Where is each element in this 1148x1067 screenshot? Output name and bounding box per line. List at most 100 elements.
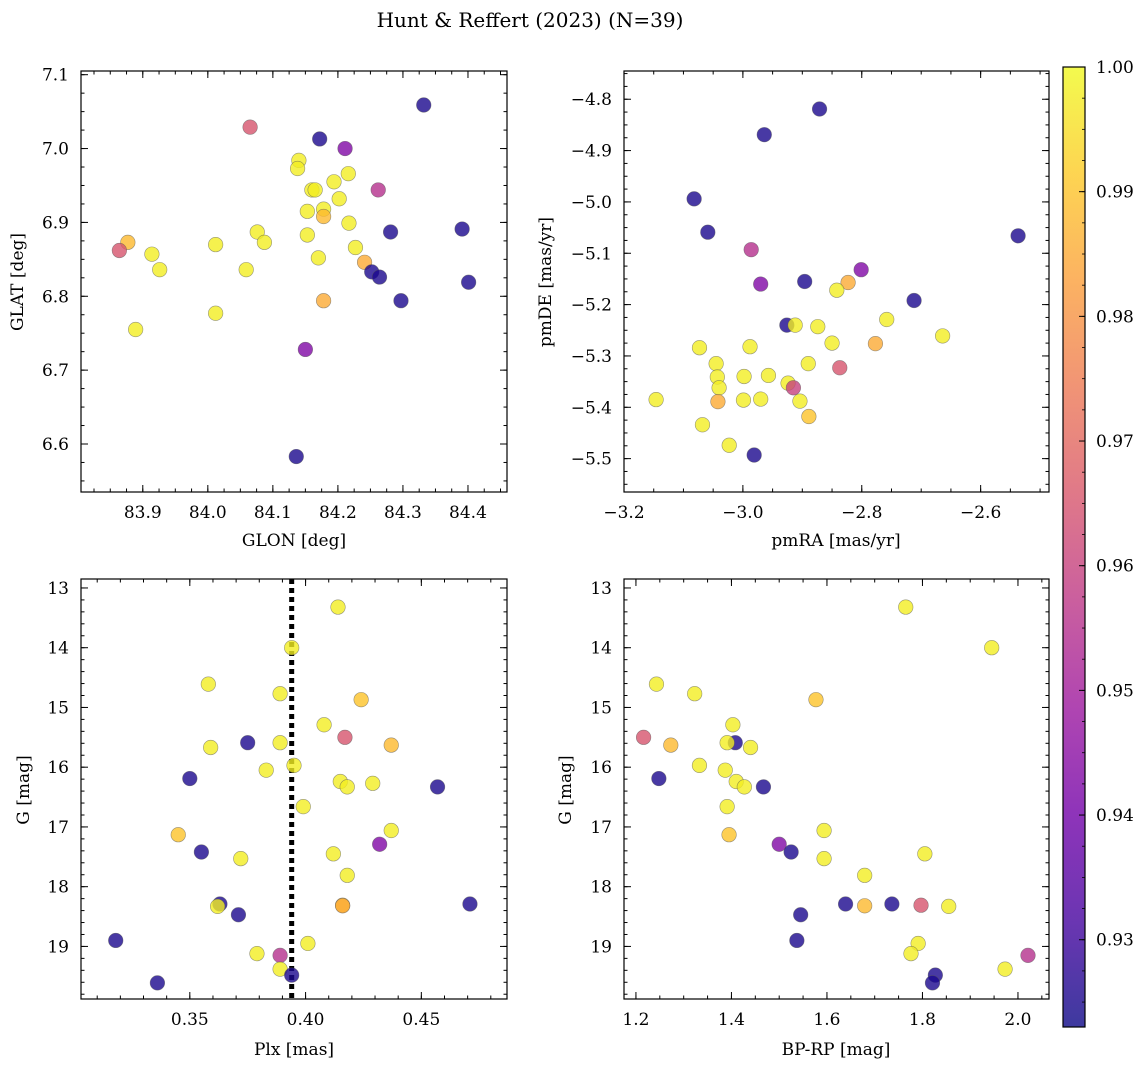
scatter-point (651, 770, 667, 787)
scatter-point (315, 208, 332, 225)
scatter-point (272, 686, 288, 702)
scatter-point (310, 250, 326, 266)
scatter-point (307, 182, 323, 198)
scatter-point (299, 227, 315, 243)
scatter-point (694, 417, 711, 433)
scatter-point (857, 867, 873, 883)
scatter-point (898, 599, 914, 615)
x-tick-label: 2.0 (1004, 1010, 1031, 1030)
points (108, 599, 478, 991)
scatter-point (240, 735, 256, 751)
y-axis-label: GLAT [deg] (8, 233, 28, 331)
y-tick-label: −4.9 (571, 142, 612, 162)
scatter-point (149, 975, 166, 991)
y-tick-label: 18 (590, 878, 612, 898)
y-tick-label: 7.1 (42, 66, 69, 86)
y-tick-label: 6.8 (42, 287, 69, 307)
scatter-point (721, 827, 737, 843)
scatter-point (879, 311, 895, 328)
scatter-point (312, 131, 328, 147)
x-axis-label: GLON [deg] (242, 531, 346, 551)
colorbar-tick-label: 1.00 (1096, 58, 1134, 78)
figure-title: Hunt & Reffert (2023) (N=39) (377, 8, 684, 32)
scatter-point (984, 640, 1000, 656)
scatter-point (903, 945, 919, 962)
scatter-point (913, 897, 929, 913)
y-tick-label: 6.6 (42, 435, 69, 455)
scatter-point (337, 140, 353, 157)
scatter-point (272, 947, 288, 963)
points (111, 97, 477, 465)
scatter-point (711, 380, 727, 396)
scatter-point (884, 896, 900, 912)
scatter-point (824, 335, 840, 351)
y-tick-label: −5.1 (571, 244, 612, 264)
colorbar-tick-label: 0.96 (1096, 557, 1134, 577)
x-axis-label: pmRA [mas/yr] (771, 531, 900, 551)
scatter-point (792, 393, 808, 409)
scatter-point (755, 779, 772, 795)
scatter-point (837, 896, 854, 912)
x-tick-label: 84.0 (189, 503, 227, 523)
scatter-point (371, 269, 388, 285)
chart-plx-g: 0.35 0.40 0.45 13 14 15 16 17 18 19 (47, 578, 508, 1030)
scatter-point (753, 391, 769, 407)
y-tick-label: 6.9 (42, 213, 69, 233)
scatter-point (128, 321, 144, 338)
scatter-point (941, 898, 957, 914)
x-tick-label: 84.2 (319, 503, 357, 523)
colorbar-tick-label: 0.99 (1096, 183, 1134, 203)
scatter-point (288, 448, 304, 465)
scatter-point (797, 273, 813, 290)
scatter-point (721, 437, 737, 453)
y-tick-label: 14 (590, 639, 612, 659)
x-tick-label: 1.8 (909, 1010, 936, 1030)
scatter-point (230, 907, 247, 923)
plot-frame (623, 70, 1050, 493)
scatter-point (170, 827, 186, 843)
x-tick-label: −2.8 (841, 503, 882, 523)
panel-plx-g: Plx [mas] G [mag] (14, 755, 334, 1060)
y-tick-label: 19 (47, 937, 69, 957)
scatter-point (710, 394, 726, 410)
scatter-point (793, 907, 809, 923)
y-tick-label: 15 (590, 698, 612, 718)
scatter-point (462, 896, 478, 912)
scatter-point (330, 599, 346, 615)
scatter-point (372, 836, 388, 852)
scatter-point (383, 822, 399, 839)
scatter-point (111, 242, 127, 259)
scatter-point (648, 676, 665, 692)
scatter-point (742, 739, 759, 756)
scatter-point (700, 224, 716, 240)
scatter-point (209, 898, 226, 914)
y-axis-label: G [mag] (14, 755, 34, 824)
scatter-point (256, 234, 273, 250)
x-tick-label: 0.40 (287, 1010, 325, 1030)
points (635, 599, 1036, 991)
scatter-point (339, 779, 355, 795)
x-tick-label: 84.3 (384, 503, 422, 523)
scatter-point (203, 739, 219, 756)
scatter-point (461, 274, 477, 290)
x-tick-label: 1.4 (718, 1010, 745, 1030)
scatter-point (736, 368, 752, 385)
scatter-point (753, 276, 769, 292)
plot-frame (80, 578, 508, 1000)
x-axis-label: BP-RP [mag] (782, 1040, 891, 1060)
plot-layer: 83.9 84.0 84.1 84.2 84.3 84.4 6.6 6.7 6.8 6.9 7.0 7… (42, 66, 1050, 1030)
scatter-point (648, 391, 664, 408)
y-tick-label: −4.8 (571, 90, 612, 110)
scatter-point (816, 851, 832, 867)
y-tick-label: 19 (590, 937, 612, 957)
scatter-point (935, 328, 951, 344)
scatter-point (832, 360, 848, 376)
chart-pmra-pmde: −3.2 −3.0 −2.8 −2.6 −5.5 −5.4 −5.3 −5.2 −5.1 −5.0… (571, 70, 1050, 523)
x-tick-label: 0.35 (171, 1010, 209, 1030)
scatter-point (331, 191, 347, 207)
scatter-point (193, 844, 209, 860)
y-axis-label: G [mag] (556, 755, 576, 824)
scatter-point (182, 770, 198, 787)
x-tick-label: 83.9 (124, 503, 162, 523)
